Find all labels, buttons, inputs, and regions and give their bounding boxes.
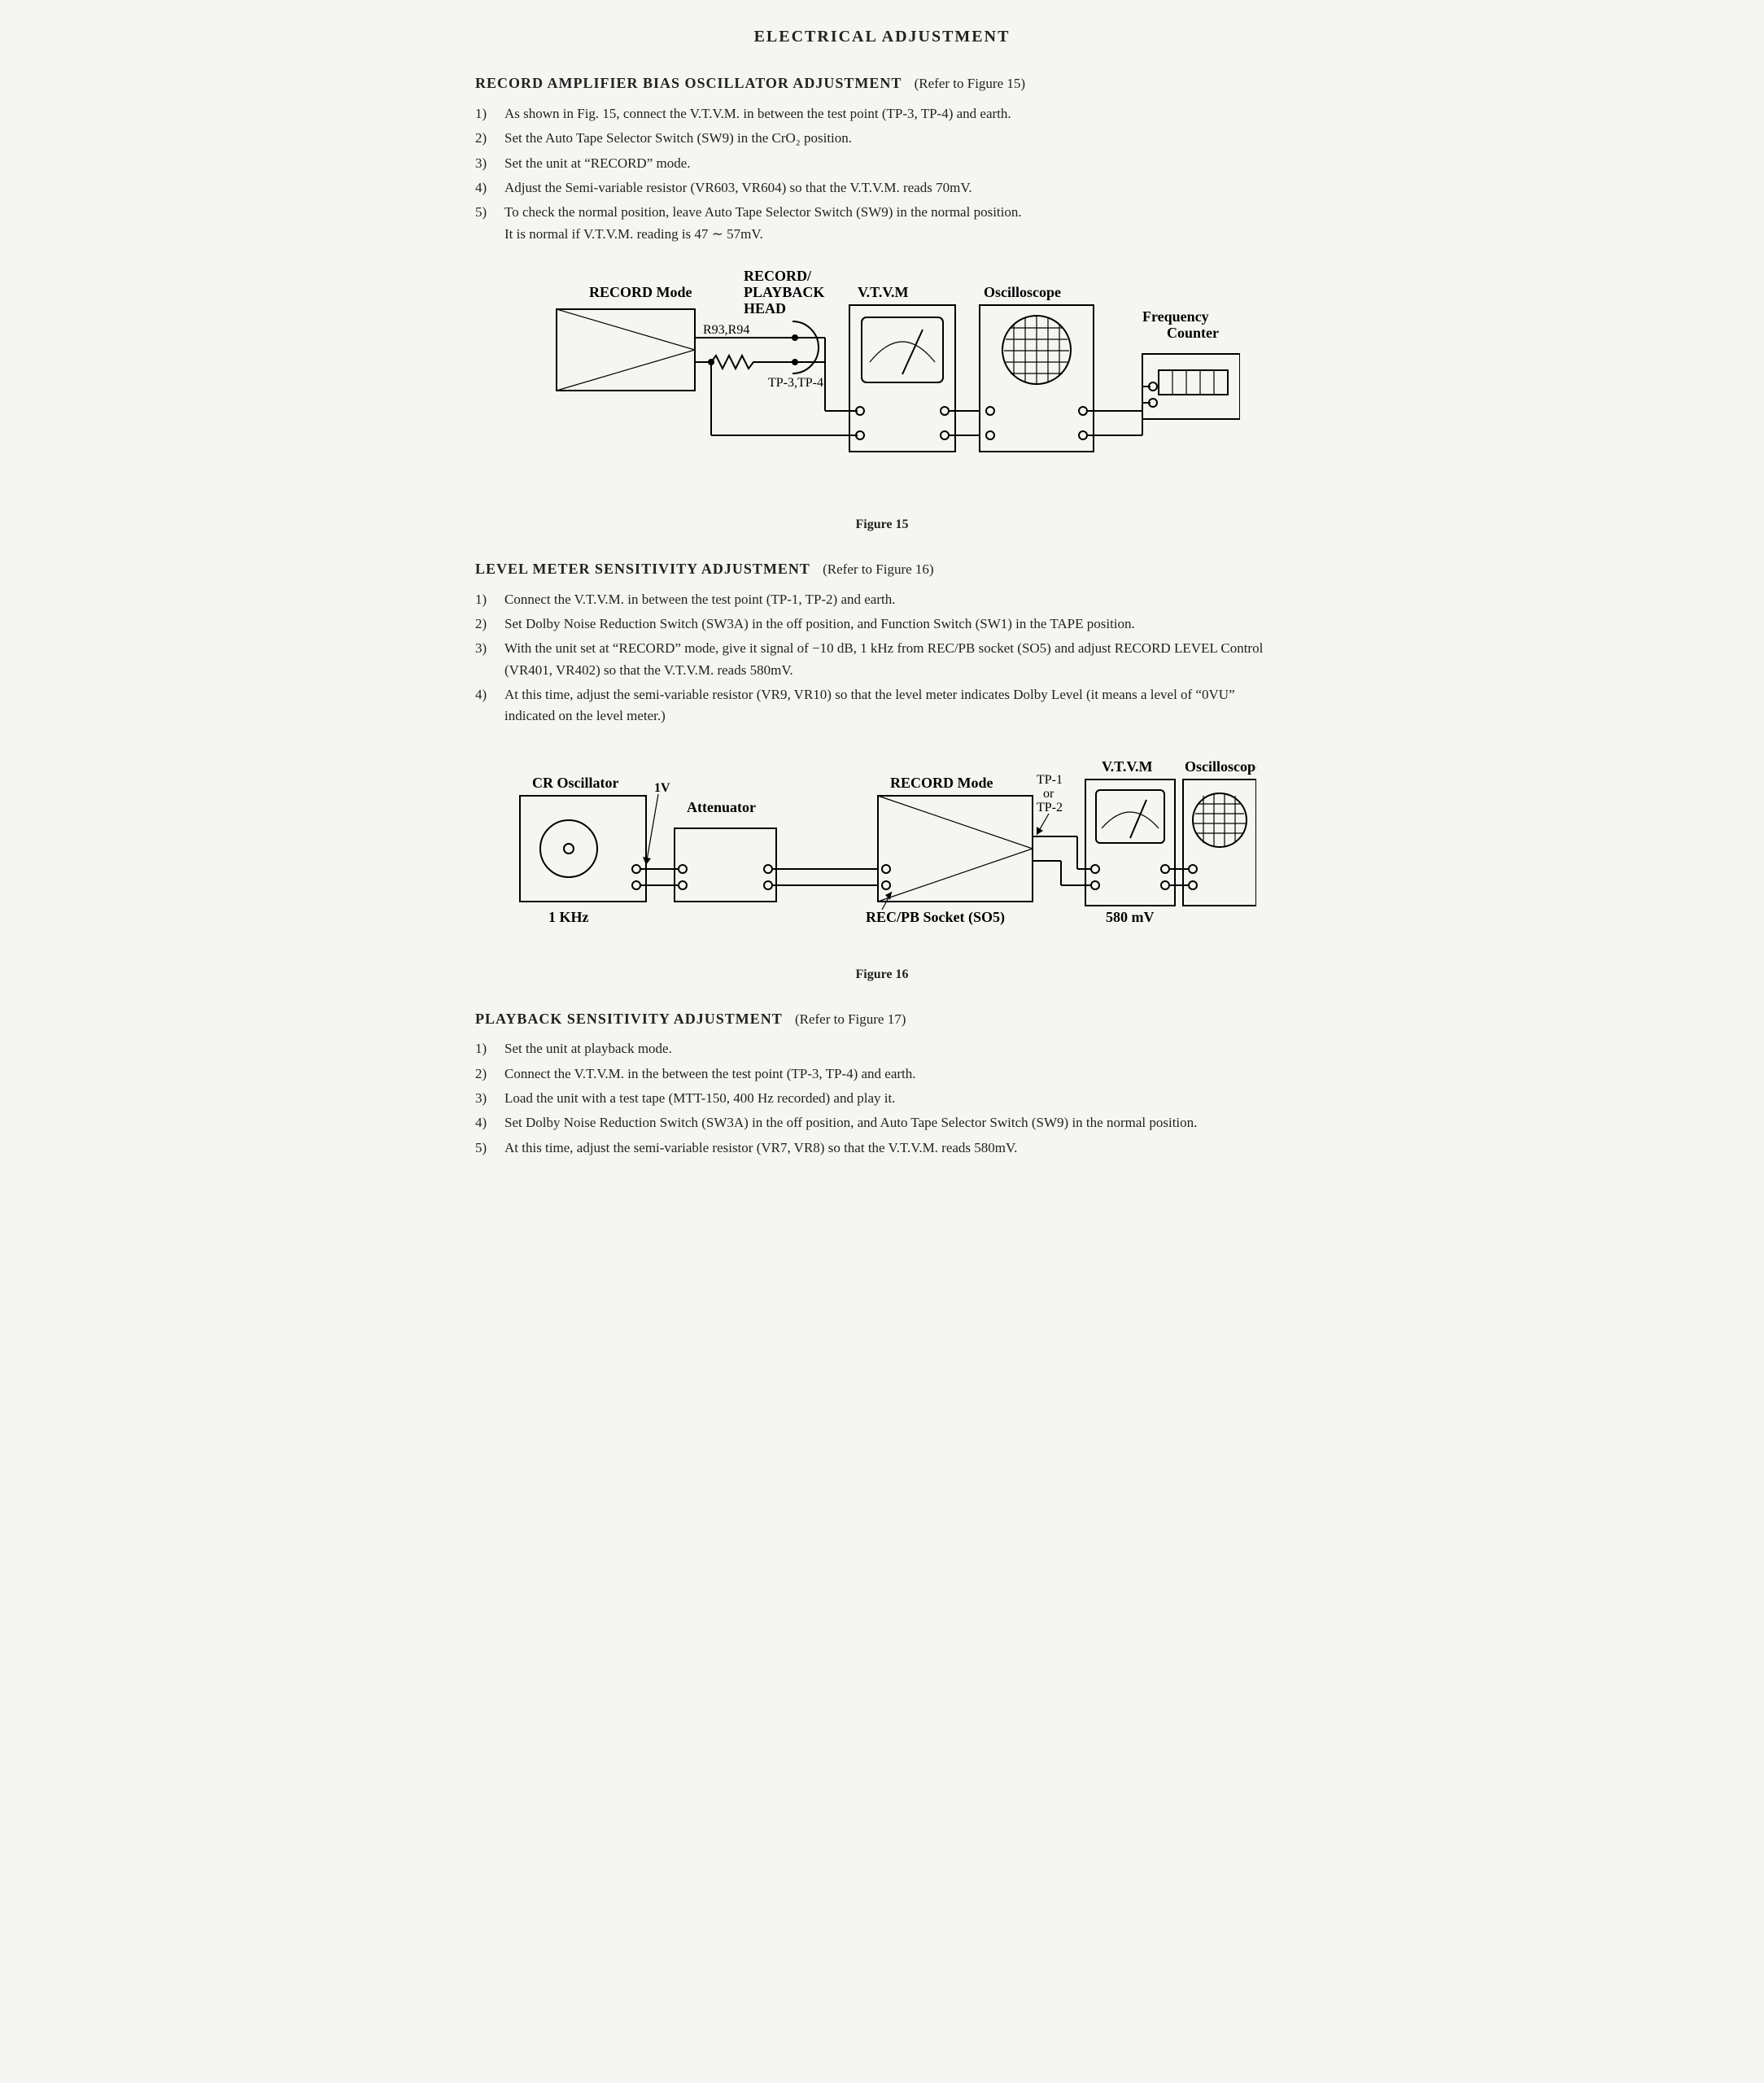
step-num: 3) [475, 1088, 498, 1109]
list-item: 2) Connect the V.T.V.M. in the between th… [475, 1063, 1289, 1085]
figure16-caption: Figure 16 [475, 965, 1289, 985]
label-vtvm: V.T.V.M [1102, 758, 1153, 775]
step-num: 2) [475, 128, 498, 149]
step-text: Load the unit with a test tape (MTT-150,… [504, 1088, 1289, 1109]
section3-ref: (Refer to Figure 17) [795, 1011, 906, 1027]
section3-steps: 1) Set the unit at playback mode. 2) Conne… [475, 1038, 1289, 1159]
step-text: Set the unit at playback mode. [504, 1038, 1289, 1059]
label-tp1: TP-1 [1037, 773, 1063, 787]
label-head1: RECORD/ [744, 268, 812, 284]
list-item: 1) Set the unit at playback mode. [475, 1038, 1289, 1059]
label-tp2: TP-2 [1037, 801, 1063, 814]
section3-heading: PLAYBACK SENSITIVITY ADJUSTMENT (Refer t… [475, 1008, 1289, 1031]
step-num: 5) [475, 1138, 498, 1159]
section1-heading: RECORD AMPLIFIER BIAS OSCILLATOR ADJUSTM… [475, 72, 1289, 95]
list-item: 5) To check the normal position, leave A… [475, 202, 1289, 245]
label-cr-osc: CR Oscillator [532, 775, 618, 791]
figure-16: CR Oscillator 1V Attenuator 1 KHz RECORD… [475, 747, 1289, 985]
step-num: 3) [475, 153, 498, 174]
label-1khz: 1 KHz [548, 909, 589, 925]
step-num: 1) [475, 103, 498, 124]
list-item: 3) Set the unit at “RECORD” mode. [475, 153, 1289, 174]
step-text: Set the unit at “RECORD” mode. [504, 153, 1289, 174]
step-text: At this time, adjust the semi-variable r… [504, 1138, 1289, 1159]
list-item: 4) Adjust the Semi-variable resistor (VR6… [475, 177, 1289, 199]
label-head3: HEAD [744, 300, 786, 317]
label-scope: Oscilloscope [1185, 758, 1256, 775]
section1-ref: (Refer to Figure 15) [915, 76, 1025, 91]
label-1v: 1V [654, 781, 670, 795]
step-text: Connect the V.T.V.M. in the between the … [504, 1063, 1289, 1085]
step-num: 4) [475, 177, 498, 199]
section1-steps: 1) As shown in Fig. 15, connect the V.T.V… [475, 103, 1289, 245]
label-attenuator: Attenuator [687, 799, 756, 815]
label-head2: PLAYBACK [744, 284, 824, 300]
label-record-mode: RECORD Mode [890, 775, 993, 791]
label-vtvm: V.T.V.M [858, 284, 909, 300]
section2-heading: LEVEL METER SENSITIVITY ADJUSTMENT (Refe… [475, 558, 1289, 581]
step-num: 3) [475, 638, 498, 659]
step-text: With the unit set at “RECORD” mode, give… [504, 638, 1289, 681]
step-text: Set Dolby Noise Reduction Switch (SW3A) … [504, 1112, 1289, 1133]
list-item: 4) Set Dolby Noise Reduction Switch (SW3A… [475, 1112, 1289, 1133]
step-num: 2) [475, 1063, 498, 1085]
list-item: 4) At this time, adjust the semi-variable… [475, 684, 1289, 727]
section3-title: PLAYBACK SENSITIVITY ADJUSTMENT [475, 1011, 782, 1027]
step-num: 4) [475, 1112, 498, 1133]
list-item: 5) At this time, adjust the semi-variable… [475, 1138, 1289, 1159]
step-text: Set Dolby Noise Reduction Switch (SW3A) … [504, 614, 1289, 635]
label-580: 580 mV [1106, 909, 1155, 925]
list-item: 3) Load the unit with a test tape (MTT-15… [475, 1088, 1289, 1109]
label-socket: REC/PB Socket (SO5) [866, 909, 1005, 926]
section1-title: RECORD AMPLIFIER BIAS OSCILLATOR ADJUSTM… [475, 75, 902, 91]
label-scope: Oscilloscope [984, 284, 1061, 300]
label-freq2: Counter [1167, 325, 1219, 341]
step-num: 2) [475, 614, 498, 635]
step-text: Set the Auto Tape Selector Switch (SW9) … [504, 128, 1289, 149]
section2-steps: 1) Connect the V.T.V.M. in between the te… [475, 589, 1289, 727]
figure-15: RECORD Mode RECORD/ PLAYBACK HEAD V.T.V.… [475, 264, 1289, 535]
label-freq1: Frequency [1142, 308, 1209, 325]
step-text: At this time, adjust the semi-variable r… [504, 684, 1289, 727]
label-r93: R93,R94 [703, 323, 749, 337]
list-item: 2) Set the Auto Tape Selector Switch (SW9… [475, 128, 1289, 149]
label-or: or [1043, 787, 1054, 801]
step-num: 5) [475, 202, 498, 223]
step-num: 1) [475, 1038, 498, 1059]
figure15-caption: Figure 15 [475, 515, 1289, 535]
step-text: To check the normal position, leave Auto… [504, 202, 1289, 223]
page-title: ELECTRICAL ADJUSTMENT [475, 24, 1289, 50]
step-text: It is normal if V.T.V.M. reading is 47 ∼… [504, 224, 1289, 245]
label-tp: TP-3,TP-4 [768, 376, 823, 390]
list-item: 2) Set Dolby Noise Reduction Switch (SW3A… [475, 614, 1289, 635]
step-text: Connect the V.T.V.M. in between the test… [504, 589, 1289, 610]
label-record-mode: RECORD Mode [589, 284, 692, 300]
step-num: 1) [475, 589, 498, 610]
list-item: 3) With the unit set at “RECORD” mode, gi… [475, 638, 1289, 681]
section2-ref: (Refer to Figure 16) [823, 561, 933, 577]
step-num: 4) [475, 684, 498, 705]
step-text: Adjust the Semi-variable resistor (VR603… [504, 177, 1289, 199]
step-text: As shown in Fig. 15, connect the V.T.V.M… [504, 103, 1289, 124]
section2-title: LEVEL METER SENSITIVITY ADJUSTMENT [475, 561, 810, 577]
list-item: 1) Connect the V.T.V.M. in between the te… [475, 589, 1289, 610]
list-item: 1) As shown in Fig. 15, connect the V.T.V… [475, 103, 1289, 124]
